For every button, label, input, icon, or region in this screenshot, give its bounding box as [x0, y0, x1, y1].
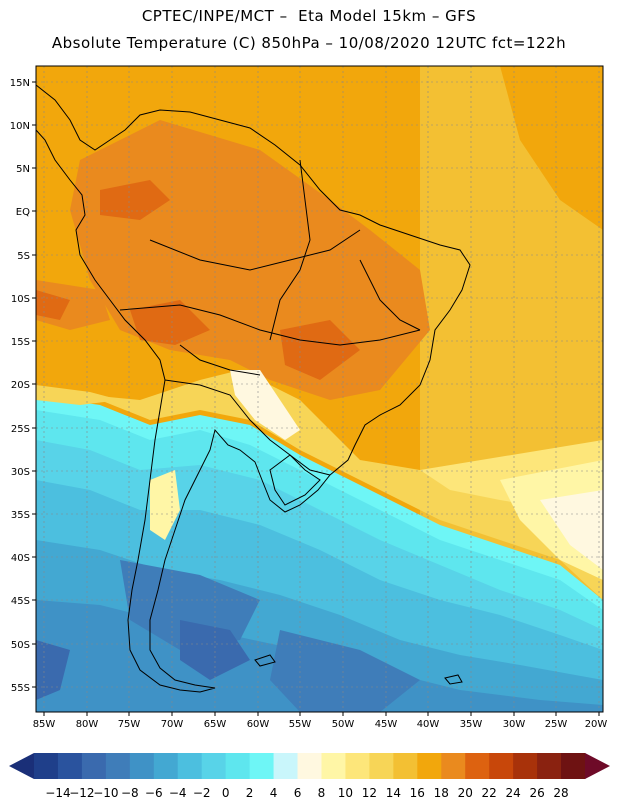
- colorbar-tick-label: 22: [482, 786, 497, 800]
- colorbar-tick-label: −2: [193, 786, 211, 800]
- colorbar-tick-label: 0: [222, 786, 230, 800]
- colorbar-swatch: [369, 753, 394, 779]
- lat-label: 45S: [11, 596, 30, 607]
- colorbar-swatch: [177, 753, 203, 779]
- colorbar-tick-label: 28: [553, 786, 568, 800]
- colorbar-tick-label: −12: [69, 786, 94, 800]
- latitude-labels: 15N 10N 5N EQ 5S 10S 15S 20S 25S 30S 35S…: [10, 78, 30, 694]
- colorbar-swatch: [81, 753, 107, 779]
- colorbar-left-arrow: [9, 753, 34, 779]
- colorbar-swatch: [297, 753, 322, 779]
- colorbar-swatch: [537, 753, 562, 779]
- colorbar-tick-label: 2: [246, 786, 254, 800]
- lon-label: 70W: [161, 719, 184, 730]
- coastlines: [36, 84, 471, 693]
- colorbar-swatch: [465, 753, 490, 779]
- lat-label: 10N: [10, 121, 30, 132]
- map-title-line-2: Absolute Temperature (C) 850hPa – 10/08/…: [51, 34, 567, 52]
- colorbar-tick-label: −4: [169, 786, 187, 800]
- lat-label: 50S: [11, 640, 30, 651]
- colorbar-swatch: [417, 753, 442, 779]
- temperature-field: [36, 66, 603, 712]
- colorbar-tick-label: −6: [145, 786, 163, 800]
- lat-label: 40S: [11, 553, 30, 564]
- lat-label: 10S: [11, 294, 30, 305]
- colorbar-right-arrow: [585, 753, 610, 779]
- colorbar-swatch: [225, 753, 251, 779]
- colorbar-swatch: [489, 753, 514, 779]
- lon-label: 35W: [460, 719, 483, 730]
- colorbar: −14−12−10 −8 −6 −4 −2 0 2 4 6 8 10 12 14 16 18 20 22 24 26…: [9, 753, 610, 800]
- colorbar-tick-label: 20: [458, 786, 473, 800]
- lat-label: 25S: [11, 424, 30, 435]
- colorbar-tick-label: 24: [505, 786, 520, 800]
- colorbar-tick-label: 10: [338, 786, 353, 800]
- lat-label: 5S: [17, 251, 30, 262]
- lon-label: 30W: [503, 719, 526, 730]
- lat-label: 35S: [11, 510, 30, 521]
- colorbar-swatch: [513, 753, 538, 779]
- colorbar-swatch: [34, 753, 59, 779]
- lon-label: 80W: [76, 719, 99, 730]
- colorbar-swatch: [441, 753, 466, 779]
- colorbar-tick-label: 26: [529, 786, 544, 800]
- colorbar-tick-label: 12: [362, 786, 377, 800]
- colorbar-tick-label: 14: [386, 786, 401, 800]
- colorbar-tick-label: 16: [410, 786, 425, 800]
- colorbar-swatch: [393, 753, 418, 779]
- lat-label: 5N: [16, 164, 30, 175]
- colorbar-tick-label: −10: [93, 786, 118, 800]
- lon-label: 50W: [332, 719, 355, 730]
- lon-label: 45W: [375, 719, 398, 730]
- lon-label: 55W: [289, 719, 312, 730]
- colorbar-swatch: [201, 753, 227, 779]
- colorbar-swatch: [105, 753, 131, 779]
- lat-label: EQ: [16, 207, 30, 218]
- colorbar-swatch: [153, 753, 179, 779]
- longitude-labels: 85W 80W 75W 70W 65W 60W 55W 50W 45W 40W …: [33, 719, 608, 730]
- lon-label: 75W: [118, 719, 141, 730]
- lat-label: 15S: [11, 337, 30, 348]
- colorbar-tick-label: −14: [45, 786, 70, 800]
- map-border: [35, 65, 604, 713]
- colorbar-tick-label: 18: [434, 786, 449, 800]
- lon-label: 25W: [545, 719, 568, 730]
- colorbar-swatch: [57, 753, 83, 779]
- lat-label: 20S: [11, 380, 30, 391]
- colorbar-swatch: [345, 753, 370, 779]
- lon-label: 20W: [585, 719, 608, 730]
- colorbar-swatch: [129, 753, 155, 779]
- lat-label: 15N: [10, 78, 30, 89]
- colorbar-tick-label: 6: [294, 786, 302, 800]
- colorbar-tick-label: −8: [121, 786, 139, 800]
- lon-label: 85W: [33, 719, 56, 730]
- axis-ticks: [32, 81, 600, 716]
- lat-label: 55S: [11, 683, 30, 694]
- lon-label: 40W: [417, 719, 440, 730]
- lat-label: 30S: [11, 467, 30, 478]
- colorbar-swatch: [561, 753, 586, 779]
- colorbar-tick-label: 8: [318, 786, 326, 800]
- lon-label: 60W: [247, 719, 270, 730]
- colorbar-tick-label: 4: [270, 786, 278, 800]
- lon-label: 65W: [204, 719, 227, 730]
- colorbar-swatch: [249, 753, 275, 779]
- colorbar-swatch: [273, 753, 299, 779]
- map-title-line-1: CPTEC/INPE/MCT – Eta Model 15km – GFS: [141, 7, 477, 25]
- colorbar-swatch: [321, 753, 346, 779]
